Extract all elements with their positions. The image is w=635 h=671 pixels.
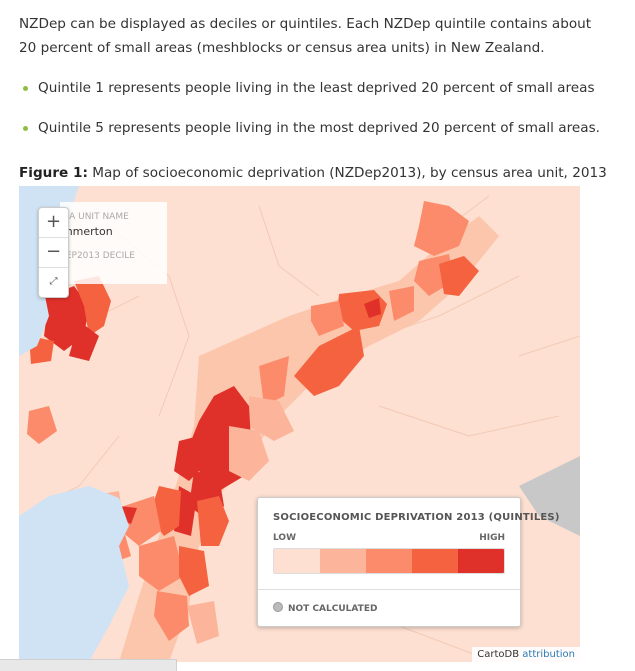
legend-swatch-1 [274,549,320,573]
quintile-bullet-list: Quintile 1 represents people living in t… [19,76,619,156]
area-infowindow: AREA UNIT NAME Summerton NZDEP2013 DECIL… [60,202,167,284]
legend-high-label: HIGH [479,533,505,543]
intro-paragraph: NZDep can be displayed as deciles or qui… [19,16,592,56]
area-unit-value: Summerton [60,225,113,238]
legend-low-label: LOW [273,533,296,543]
figure-label: Figure 1: [19,165,88,181]
not-calculated-dot-icon [273,602,283,612]
map-attribution: CartoDB attribution [472,647,580,662]
zoom-control[interactable]: + − ⤢ [38,207,69,298]
fullscreen-icon[interactable]: ⤢ [39,267,68,297]
figure-caption: Figure 1: Map of socioeconomic deprivati… [19,162,607,184]
figure-caption-text: Map of socioeconomic deprivation (NZDep2… [92,165,607,181]
decile-label: NZDEP2013 DECILE [60,251,135,261]
legend-swatch-4 [412,549,458,573]
zoom-in-button[interactable]: + [45,211,62,232]
bullet-quintile-1: Quintile 1 represents people living in t… [19,76,619,100]
legend-color-ramp [273,548,505,574]
attribution-link[interactable]: attribution [522,649,575,660]
bullet-quintile-5: Quintile 5 represents people living in t… [19,116,619,140]
map-legend: SOCIOECONOMIC DEPRIVATION 2013 (QUINTILE… [257,497,559,627]
legend-divider [258,589,520,590]
browser-status-bar [0,659,177,671]
legend-not-calculated: NOT CALCULATED [273,602,377,614]
deprivation-map[interactable]: AREA UNIT NAME Summerton NZDEP2013 DECIL… [19,186,580,662]
area-unit-label: AREA UNIT NAME [60,212,129,222]
legend-swatch-5 [458,549,504,573]
legend-swatch-2 [320,549,366,573]
legend-swatch-3 [366,549,412,573]
not-calculated-label: NOT CALCULATED [288,604,378,614]
zoom-out-button[interactable]: − [39,237,68,267]
attribution-brand: CartoDB [477,649,520,660]
legend-title: SOCIOECONOMIC DEPRIVATION 2013 (QUINTILE… [273,512,560,523]
